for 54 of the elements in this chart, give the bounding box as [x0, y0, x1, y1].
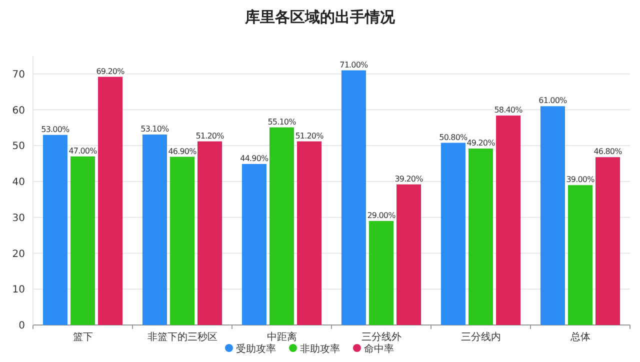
legend-label: 非助攻率 — [300, 343, 340, 355]
bar — [142, 134, 167, 325]
data-label: 50.80% — [439, 132, 468, 142]
data-label: 29.00% — [367, 210, 396, 220]
bar — [198, 141, 222, 325]
data-label: 69.20% — [96, 66, 126, 76]
data-label: 39.20% — [394, 174, 424, 184]
y-tick-label: 50 — [12, 141, 25, 152]
bar — [42, 134, 68, 325]
data-label: 44.90% — [240, 154, 270, 163]
bar — [396, 184, 422, 325]
x-tick-label: 三分线内 — [460, 331, 501, 343]
y-tick-label: 30 — [12, 212, 25, 224]
bar — [496, 116, 521, 325]
data-label: 46.80% — [594, 147, 623, 156]
data-label: 58.40% — [494, 106, 524, 115]
data-label: 53.10% — [140, 124, 170, 134]
data-label: 71.00% — [340, 60, 369, 70]
y-tick-label: 40 — [12, 177, 25, 188]
x-tick-label: 非篮下的三秒区 — [147, 331, 218, 343]
x-tick-label: 中距离 — [266, 331, 297, 343]
data-label: 39.00% — [566, 175, 596, 184]
x-tick-label: 篮下 — [72, 332, 93, 343]
bar — [170, 156, 195, 325]
bar — [468, 148, 494, 325]
y-tick-label: 60 — [12, 105, 25, 116]
chart-title: 库里各区域的出手情况 — [244, 8, 396, 26]
legend-label: 命中率 — [364, 343, 394, 355]
data-label: 61.00% — [538, 96, 568, 106]
bar — [98, 76, 123, 325]
bar — [596, 157, 620, 325]
data-label: 53.00% — [41, 124, 70, 134]
bar — [341, 70, 366, 325]
y-tick-label: 70 — [12, 69, 25, 80]
y-tick-label: 20 — [12, 248, 25, 260]
bar — [440, 142, 466, 325]
y-tick-label: 10 — [12, 284, 25, 296]
data-label: 51.20% — [295, 131, 324, 140]
bar — [297, 141, 322, 325]
bar — [568, 185, 593, 325]
bar — [70, 156, 96, 325]
x-tick-label: 总体 — [569, 331, 590, 343]
bar — [368, 220, 394, 325]
bar — [540, 106, 565, 325]
data-label: 47.00% — [68, 146, 98, 156]
x-tick-label: 三分线外 — [361, 331, 402, 343]
bar — [269, 127, 294, 325]
bar — [242, 164, 266, 325]
data-label: 55.10% — [268, 117, 297, 126]
legend-label: 受助攻率 — [236, 343, 276, 355]
y-tick-label: 0 — [18, 320, 25, 332]
data-label: 46.90% — [168, 146, 198, 156]
data-label: 51.20% — [196, 131, 225, 140]
data-label: 49.20% — [466, 138, 496, 148]
